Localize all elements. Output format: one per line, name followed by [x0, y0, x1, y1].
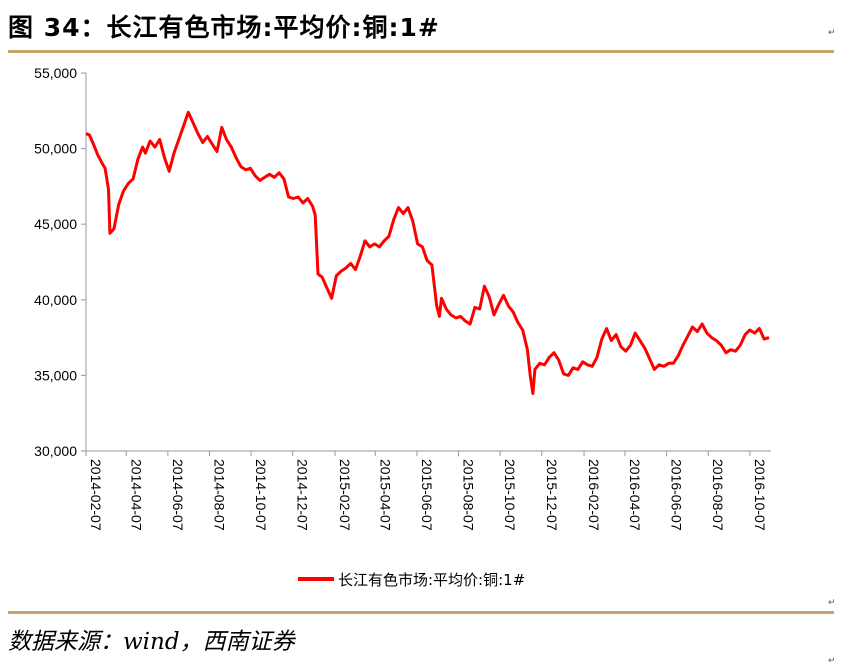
bottom-rule	[8, 611, 834, 614]
x-ticks: 2014-02-07 2014-04-07 2014-06-07 2014-08-07…	[85, 451, 768, 531]
y-tick-label: 35,000	[34, 367, 77, 383]
x-tick-label: 2014-08-07	[211, 459, 227, 531]
x-tick-label: 2016-02-07	[586, 459, 602, 531]
x-tick-label: 2015-08-07	[461, 459, 477, 531]
x-tick-label: 2014-10-07	[253, 459, 269, 531]
series-line-copper	[85, 110, 770, 395]
y-tick-label: 30,000	[34, 443, 77, 459]
y-tick-label: 50,000	[34, 141, 77, 157]
y-tick-label: 40,000	[34, 292, 77, 308]
y-ticks: 30,000 35,000 40,000 45,000 50,000 55,000	[34, 65, 86, 459]
x-tick-label: 2015-10-07	[502, 459, 518, 531]
paragraph-mark-icon: ↵	[828, 28, 836, 38]
x-tick-label: 2014-12-07	[295, 459, 311, 531]
paragraph-mark-icon: ↵	[828, 598, 836, 608]
x-tick-label: 2015-12-07	[544, 459, 560, 531]
top-rule	[8, 50, 834, 53]
x-tick-label: 2014-04-07	[128, 459, 144, 531]
source-note: 数据来源：wind，西南证券	[8, 629, 295, 655]
legend-label: 长江有色市场:平均价:铜:1#	[338, 571, 525, 589]
x-tick-label: 2016-04-07	[627, 459, 643, 531]
x-tick-label: 2015-06-07	[419, 459, 435, 531]
y-tick-label: 55,000	[34, 65, 77, 81]
x-tick-label: 2016-10-07	[752, 459, 768, 531]
x-tick-label: 2016-06-07	[669, 459, 685, 531]
x-tick-label: 2014-06-07	[170, 459, 186, 531]
y-tick-label: 45,000	[34, 216, 77, 232]
x-tick-label: 2015-04-07	[377, 459, 393, 531]
figure-title: 图 34：长江有色市场:平均价:铜:1#	[8, 13, 440, 42]
x-tick-label: 2016-08-07	[710, 459, 726, 531]
x-tick-label: 2015-02-07	[337, 459, 353, 531]
x-tick-label: 2014-02-07	[88, 459, 104, 531]
paragraph-mark-icon: ↵	[828, 656, 836, 666]
